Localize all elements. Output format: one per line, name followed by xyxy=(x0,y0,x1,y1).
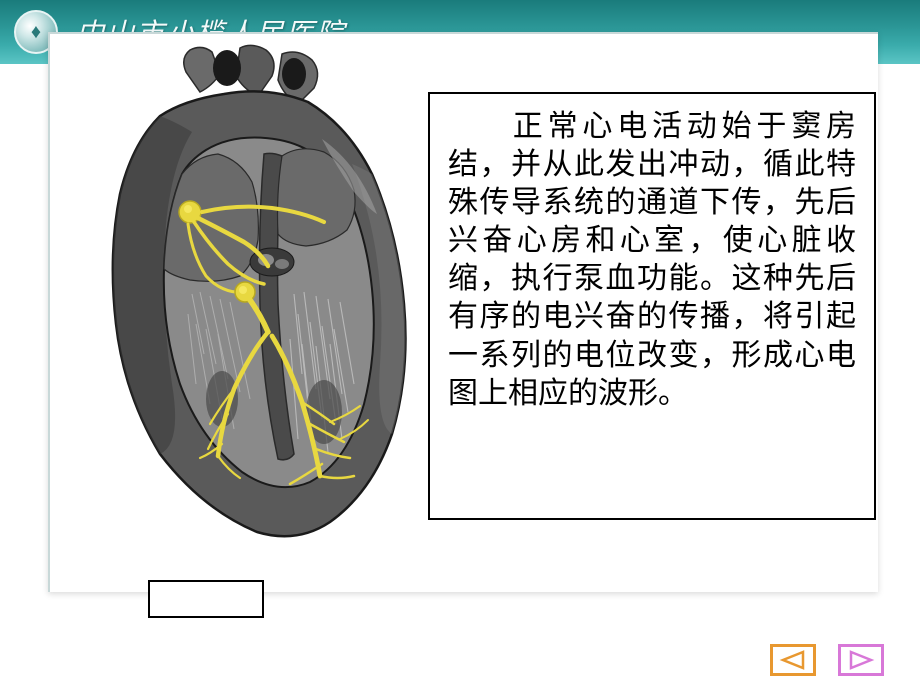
slide-container: ♦ 中山市小榄人民医院 xyxy=(0,0,920,690)
caption-box xyxy=(148,580,264,618)
nav-buttons xyxy=(770,644,884,676)
paragraph-text: 正常心电活动始于窦房结，并从此发出冲动，循此特殊传导系统的通道下传，先后兴奋心房… xyxy=(448,110,856,410)
heart-anatomy-illustration xyxy=(72,44,424,556)
triangle-right-icon xyxy=(847,650,875,670)
description-text-box: 正常心电活动始于窦房结，并从此发出冲动，循此特殊传导系统的通道下传，先后兴奋心房… xyxy=(428,92,876,520)
prev-button[interactable] xyxy=(770,644,816,676)
heart-svg xyxy=(72,44,424,556)
logo-symbol: ♦ xyxy=(31,21,41,44)
next-button[interactable] xyxy=(838,644,884,676)
triangle-left-icon xyxy=(779,650,807,670)
body-paragraph: 正常心电活动始于窦房结，并从此发出冲动，循此特殊传导系统的通道下传，先后兴奋心房… xyxy=(448,108,856,413)
